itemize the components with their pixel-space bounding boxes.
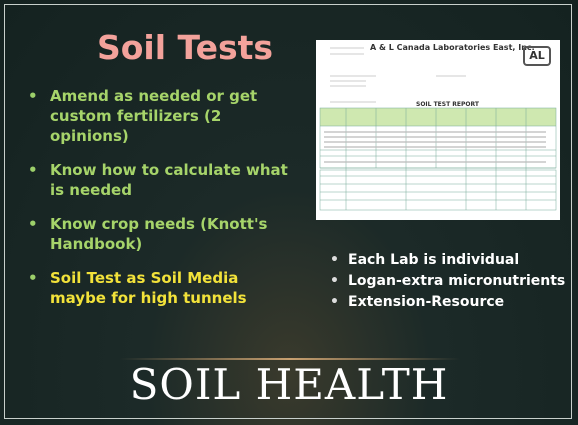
bullet: Extension-Resource — [330, 293, 570, 312]
bullet: Logan-extra micronutrients — [330, 272, 570, 291]
bullet: Know how to calculate what is needed — [28, 160, 288, 200]
slide: Soil Tests Amend as needed or get custom… — [0, 0, 578, 425]
bullet: Know crop needs (Knott's Handbook) — [28, 214, 288, 254]
footer-title: SOIL HEALTH — [0, 360, 578, 409]
left-bullets: Amend as needed or get custom fertilizer… — [28, 86, 288, 322]
report-image: A & L Canada Laboratories East, Inc. AL — [316, 40, 560, 220]
bullet: Each Lab is individual — [330, 251, 570, 270]
slide-title: Soil Tests — [70, 28, 300, 67]
report-table — [316, 40, 560, 220]
bullet: Amend as needed or get custom fertilizer… — [28, 86, 288, 146]
report-heading: SOIL TEST REPORT — [416, 101, 479, 108]
right-bullets: Each Lab is individual Logan-extra micron… — [330, 251, 570, 314]
bullet: Soil Test as Soil Media maybe for high t… — [28, 268, 288, 308]
